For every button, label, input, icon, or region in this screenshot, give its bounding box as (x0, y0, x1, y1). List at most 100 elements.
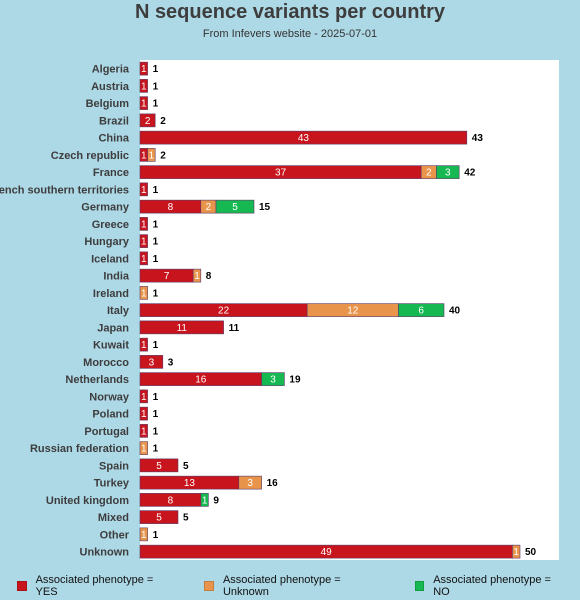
total-label-turkey: 16 (267, 478, 279, 489)
bar-hungary-yes[interactable] (139, 234, 148, 248)
bar-unknown-unknown[interactable] (512, 544, 521, 559)
bar-algeria-yes[interactable] (139, 61, 148, 76)
category-label-morocco: Morocco (83, 357, 129, 369)
bar-spain-yes[interactable] (139, 458, 179, 473)
total-label-norway: 1 (153, 392, 159, 403)
bar-other-unknown[interactable] (139, 527, 148, 542)
bar-value-algeria-yes: 1 (141, 64, 147, 75)
bar-value-spain-yes: 5 (156, 461, 162, 472)
total-label-italy: 40 (449, 306, 461, 317)
bar-value-kuwait-yes: 1 (141, 340, 147, 351)
legend-label-yes: Associated phenotype = YES (35, 574, 154, 598)
category-label-hungary: Hungary (84, 236, 130, 248)
category-label-french-southern-territories: French southern territories (0, 184, 129, 196)
bar-value-germany-no: 5 (232, 202, 238, 213)
bar-turkey-unknown[interactable] (238, 475, 262, 490)
category-label-algeria: Algeria (92, 64, 130, 76)
bar-value-poland-yes: 1 (141, 409, 147, 420)
category-label-netherlands: Netherlands (65, 374, 129, 386)
bar-value-turkey-yes: 13 (184, 478, 196, 489)
bar-value-other-unknown: 1 (141, 530, 147, 541)
total-label-iceland: 1 (153, 254, 159, 265)
total-label-brazil: 2 (160, 116, 166, 127)
bar-value-russian-federation-unknown: 1 (141, 444, 147, 455)
category-label-iceland: Iceland (91, 253, 129, 265)
bar-germany-no[interactable] (215, 199, 255, 214)
bar-value-unknown-yes: 49 (321, 547, 333, 558)
bar-value-france-unknown: 2 (426, 168, 432, 179)
bar-norway-yes[interactable] (139, 389, 148, 404)
bar-china-yes[interactable] (139, 130, 468, 145)
bar-brazil-yes[interactable] (139, 113, 156, 128)
legend-label-no: Associated phenotype = NO (433, 574, 551, 598)
total-label-unknown: 50 (525, 547, 537, 558)
bar-value-india-yes: 7 (164, 271, 170, 282)
bar-value-germany-yes: 8 (168, 202, 174, 213)
bar-value-mixed-yes: 5 (156, 513, 162, 524)
bar-portugal-yes[interactable] (139, 424, 148, 438)
total-label-spain: 5 (183, 461, 189, 472)
category-label-austria: Austria (91, 81, 130, 93)
bar-belgium-yes[interactable] (139, 96, 148, 110)
total-label-morocco: 3 (168, 357, 174, 368)
total-label-czech-republic: 2 (160, 150, 166, 161)
total-label-france: 42 (464, 168, 476, 179)
category-label-japan: Japan (97, 322, 129, 334)
category-label-kuwait: Kuwait (93, 340, 129, 352)
category-label-portugal: Portugal (84, 426, 129, 438)
bar-value-hungary-yes: 1 (141, 237, 147, 248)
bar-poland-yes[interactable] (139, 406, 148, 421)
category-label-belgium: Belgium (86, 98, 130, 110)
legend-item-unknown[interactable]: Associated phenotype = Unknown (204, 574, 380, 598)
bar-united-kingdom-no[interactable] (200, 493, 209, 507)
category-label-spain: Spain (99, 460, 129, 472)
legend-swatch-yes (17, 581, 27, 591)
bar-morocco-yes[interactable] (139, 355, 164, 369)
bar-value-united-kingdom-no: 1 (202, 495, 208, 506)
category-label-czech-republic: Czech republic (51, 150, 129, 162)
category-label-turkey: Turkey (94, 478, 130, 490)
legend-item-no[interactable]: Associated phenotype = NO (414, 574, 563, 598)
bar-france-no[interactable] (436, 165, 460, 179)
total-label-china: 43 (472, 133, 484, 144)
bar-french-southern-territories-yes[interactable] (139, 182, 148, 197)
total-label-mixed: 5 (183, 513, 189, 524)
bar-austria-yes[interactable] (139, 79, 148, 93)
legend-swatch-no (414, 581, 425, 591)
total-label-other: 1 (153, 530, 159, 541)
bar-ireland-unknown[interactable] (139, 286, 148, 300)
bar-iceland-yes[interactable] (139, 251, 148, 266)
category-label-greece: Greece (92, 219, 129, 231)
bar-russian-federation-unknown[interactable] (139, 441, 148, 455)
bar-mixed-yes[interactable] (139, 510, 179, 524)
bar-value-italy-yes: 22 (218, 306, 230, 317)
bar-netherlands-no[interactable] (261, 372, 285, 386)
bar-value-netherlands-yes: 16 (195, 375, 207, 386)
bar-japan-yes[interactable] (139, 320, 224, 335)
bar-value-morocco-yes: 3 (149, 357, 155, 368)
bar-italy-no[interactable] (398, 303, 445, 317)
total-label-united-kingdom: 9 (213, 495, 219, 506)
bar-czech-republic-unknown[interactable] (147, 148, 156, 162)
category-label-russian-federation: Russian federation (30, 443, 129, 455)
bar-greece-yes[interactable] (139, 217, 148, 231)
category-label-poland: Poland (92, 409, 129, 421)
total-label-poland: 1 (153, 409, 159, 420)
bar-value-italy-unknown: 12 (347, 306, 359, 317)
bar-value-iceland-yes: 1 (141, 254, 147, 265)
bar-kuwait-yes[interactable] (139, 337, 148, 352)
total-label-french-southern-territories: 1 (153, 185, 159, 196)
total-label-netherlands: 19 (289, 375, 301, 386)
total-label-austria: 1 (153, 81, 159, 92)
bar-value-ireland-unknown: 1 (141, 288, 147, 299)
total-label-portugal: 1 (153, 426, 159, 437)
total-label-belgium: 1 (153, 99, 159, 110)
category-labels: Algeria Austria Belgium Brazil China Czech re… (0, 64, 130, 559)
category-label-italy: Italy (107, 305, 130, 317)
legend-item-yes[interactable]: Associated phenotype = YES (17, 574, 170, 598)
category-label-china: China (98, 133, 129, 145)
bar-india-unknown[interactable] (192, 268, 202, 283)
